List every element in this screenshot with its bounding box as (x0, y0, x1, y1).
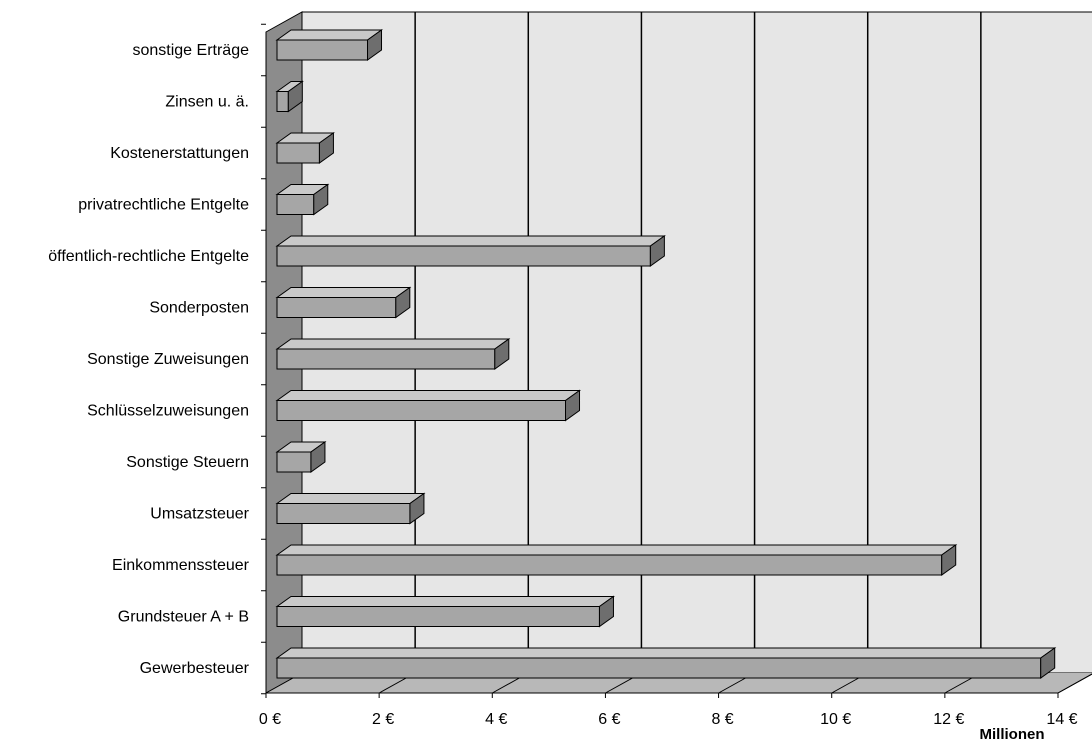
bar-front (276, 554, 943, 576)
bar (275, 29, 384, 61)
category-label: öffentlich-rechtliche Entgelte (48, 248, 249, 265)
bar-top (275, 596, 616, 607)
bar (275, 183, 330, 216)
category-label: Sonderposten (149, 300, 249, 317)
bar-front (276, 142, 320, 164)
bar (275, 132, 335, 164)
category-label: Grundsteuer A + B (118, 609, 249, 626)
bar (275, 80, 304, 113)
bar-side (649, 235, 665, 267)
bar-side (313, 183, 329, 216)
category-label: privatrechtliche Entgelte (78, 197, 249, 214)
bar-top (275, 235, 666, 247)
bar-top (275, 287, 412, 298)
bar-side (1040, 647, 1056, 679)
x-unit-label: Millionen (980, 726, 1045, 743)
bar (275, 338, 511, 370)
x-tick-label: 6 € (598, 711, 620, 728)
bar-top (275, 544, 958, 556)
category-label: Zinsen u. ä. (165, 94, 249, 111)
bar-top (275, 29, 384, 41)
bar-side (367, 29, 383, 61)
x-tick-label: 10 € (820, 711, 851, 728)
x-tick-label: 12 € (933, 711, 964, 728)
bar-front (276, 39, 369, 61)
bar (275, 286, 412, 319)
bar-front (276, 451, 312, 473)
bar-front (276, 606, 600, 627)
category-label: Gewerbesteuer (140, 660, 250, 677)
x-tick-label: 8 € (711, 711, 733, 728)
category-label: Einkommenssteuer (112, 557, 250, 574)
category-label: sonstige Erträge (132, 42, 249, 59)
x-tick-labels: 0 € 2 € 4 € 6 € 8 € 10 € 12 € 14 € (259, 711, 1078, 728)
category-labels: sonstige Erträge Zinsen u. ä. Kostenerstat… (48, 42, 249, 677)
category-label: Sonstige Zuweisungen (87, 351, 249, 368)
bar-front (276, 297, 397, 318)
bar-side (318, 132, 334, 164)
bar-side (287, 80, 303, 113)
bar-side (409, 492, 425, 525)
bar-side (395, 286, 411, 319)
category-label: Kostenerstattungen (110, 145, 249, 162)
bar-top (275, 390, 582, 401)
bar-top (275, 493, 426, 504)
bar (275, 544, 958, 576)
x-tick-label: 0 € (259, 711, 281, 728)
bar-top (275, 338, 511, 350)
category-label: Sonstige Steuern (126, 454, 249, 471)
category-label: Schlüsselzuweisungen (87, 403, 249, 420)
bar-side (494, 338, 510, 370)
bar-front (276, 91, 289, 112)
bar-side (565, 389, 581, 422)
x-tick-label: 2 € (372, 711, 394, 728)
bar-side (941, 544, 957, 576)
bar-front (276, 194, 315, 215)
x-tick-label: 4 € (485, 711, 507, 728)
bar-top (275, 647, 1057, 659)
x-tick-label: 14 € (1046, 711, 1077, 728)
bar-front (276, 400, 567, 421)
bars (275, 29, 1057, 679)
bar-front (276, 245, 651, 267)
bar (275, 389, 582, 422)
bar (275, 441, 327, 473)
bar-side (598, 595, 614, 628)
bar-front (276, 503, 411, 524)
bar (275, 235, 666, 267)
bar-front (276, 348, 496, 370)
bar (275, 647, 1057, 679)
bar-side (310, 441, 326, 473)
bar (275, 595, 616, 628)
bar (275, 492, 426, 525)
floor-edge (1057, 673, 1092, 694)
category-label: Umsatzsteuer (150, 506, 249, 523)
bar-front (276, 657, 1042, 679)
